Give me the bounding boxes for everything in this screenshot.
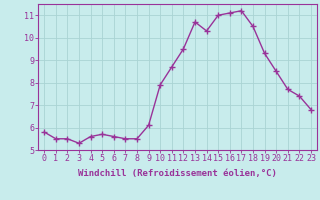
X-axis label: Windchill (Refroidissement éolien,°C): Windchill (Refroidissement éolien,°C) xyxy=(78,169,277,178)
